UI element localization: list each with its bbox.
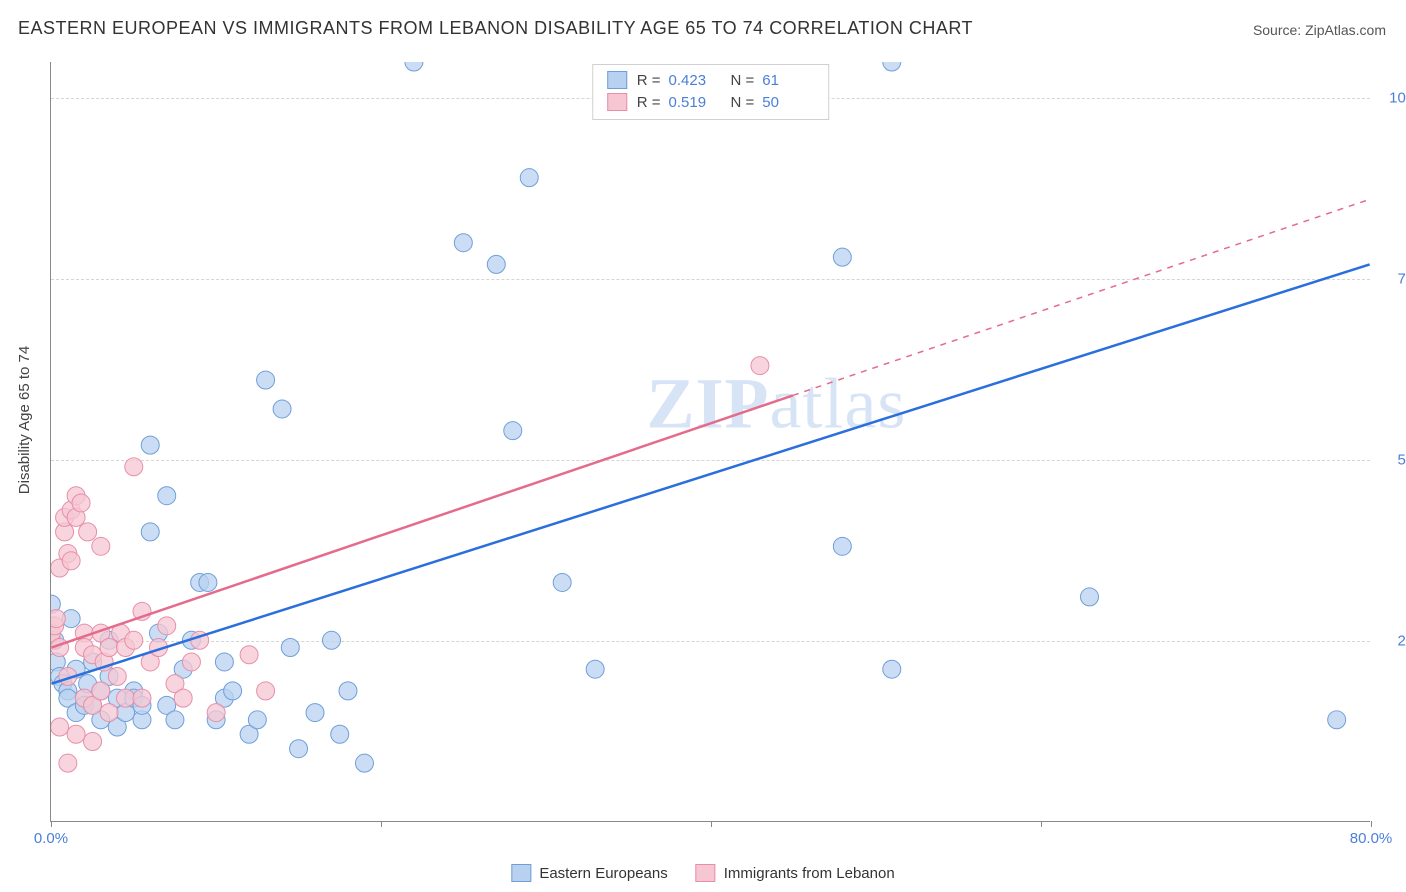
data-point — [100, 639, 118, 657]
data-point — [62, 552, 80, 570]
data-point — [520, 169, 538, 187]
x-tick-mark — [1371, 821, 1372, 827]
data-point — [182, 653, 200, 671]
data-point — [79, 523, 97, 541]
x-tick-label: 0.0% — [34, 830, 68, 847]
chart-plot-area: ZIPatlas R = 0.423 N = 61 R = 0.519 N = … — [50, 62, 1370, 822]
data-point — [257, 371, 275, 389]
swatch-series-0 — [607, 71, 627, 89]
data-point — [240, 646, 258, 664]
r-value-0: 0.423 — [669, 72, 721, 89]
trend-line — [51, 264, 1369, 683]
data-point — [257, 682, 275, 700]
n-value-1: 50 — [762, 94, 814, 111]
data-point — [454, 234, 472, 252]
data-point — [108, 667, 126, 685]
data-point — [833, 537, 851, 555]
data-point — [158, 487, 176, 505]
source-attribution: Source: ZipAtlas.com — [1253, 22, 1386, 38]
data-point — [100, 704, 118, 722]
data-point — [883, 62, 901, 71]
n-label: N = — [731, 72, 755, 89]
data-point — [1081, 588, 1099, 606]
data-point — [883, 660, 901, 678]
r-value-1: 0.519 — [669, 94, 721, 111]
data-point — [158, 617, 176, 635]
data-point — [331, 725, 349, 743]
trend-line-extrapolated — [793, 199, 1370, 395]
data-point — [141, 436, 159, 454]
data-point — [51, 718, 69, 736]
chart-svg — [51, 62, 1370, 821]
data-point — [92, 537, 110, 555]
x-tick-mark — [381, 821, 382, 827]
x-tick-mark — [51, 821, 52, 827]
r-label: R = — [637, 94, 661, 111]
data-point — [306, 704, 324, 722]
y-axis-label: Disability Age 65 to 74 — [16, 346, 33, 494]
data-point — [586, 660, 604, 678]
data-point — [59, 754, 77, 772]
swatch-series-1 — [607, 93, 627, 111]
data-point — [487, 255, 505, 273]
data-point — [224, 682, 242, 700]
legend-stats-row: R = 0.519 N = 50 — [607, 91, 815, 113]
legend-stats-row: R = 0.423 N = 61 — [607, 69, 815, 91]
data-point — [339, 682, 357, 700]
legend-bottom: Eastern Europeans Immigrants from Lebano… — [511, 864, 894, 882]
data-point — [207, 704, 225, 722]
y-tick-label: 50.0% — [1380, 452, 1406, 469]
data-point — [281, 639, 299, 657]
legend-label-0: Eastern Europeans — [539, 865, 667, 882]
data-point — [125, 631, 143, 649]
data-point — [273, 400, 291, 418]
data-point — [166, 711, 184, 729]
data-point — [51, 610, 65, 628]
swatch-series-1 — [696, 864, 716, 882]
page-title: EASTERN EUROPEAN VS IMMIGRANTS FROM LEBA… — [18, 18, 973, 39]
x-tick-mark — [711, 821, 712, 827]
data-point — [323, 631, 341, 649]
data-point — [405, 62, 423, 71]
data-point — [248, 711, 266, 729]
data-point — [1328, 711, 1346, 729]
swatch-series-0 — [511, 864, 531, 882]
x-tick-label: 80.0% — [1350, 830, 1393, 847]
data-point — [553, 573, 571, 591]
x-tick-mark — [1041, 821, 1042, 827]
legend-item-1: Immigrants from Lebanon — [696, 864, 895, 882]
r-label: R = — [637, 72, 661, 89]
data-point — [92, 682, 110, 700]
data-point — [117, 689, 135, 707]
data-point — [355, 754, 373, 772]
data-point — [84, 732, 102, 750]
legend-stats: R = 0.423 N = 61 R = 0.519 N = 50 — [592, 64, 830, 120]
y-tick-label: 75.0% — [1380, 271, 1406, 288]
data-point — [133, 689, 151, 707]
data-point — [67, 725, 85, 743]
legend-item-0: Eastern Europeans — [511, 864, 667, 882]
data-point — [215, 653, 233, 671]
y-tick-label: 100.0% — [1380, 90, 1406, 107]
legend-label-1: Immigrants from Lebanon — [724, 865, 895, 882]
data-point — [833, 248, 851, 266]
data-point — [751, 357, 769, 375]
y-tick-label: 25.0% — [1380, 633, 1406, 650]
data-point — [290, 740, 308, 758]
data-point — [199, 573, 217, 591]
data-point — [174, 689, 192, 707]
data-point — [504, 422, 522, 440]
data-point — [72, 494, 90, 512]
trend-line — [51, 395, 793, 647]
n-value-0: 61 — [762, 72, 814, 89]
data-point — [141, 523, 159, 541]
data-point — [125, 458, 143, 476]
n-label: N = — [731, 94, 755, 111]
